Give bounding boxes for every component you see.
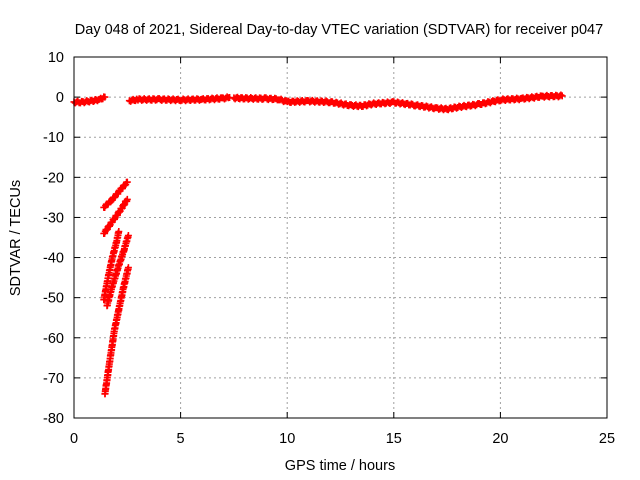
y-tick-label: -60 <box>43 331 64 347</box>
x-tick-label: 20 <box>492 431 508 447</box>
data-series-segment <box>103 232 132 310</box>
grid-lines <box>74 57 607 418</box>
x-tick-label: 15 <box>386 431 402 447</box>
y-tick-label: 10 <box>48 50 64 66</box>
x-tick-label: 10 <box>279 431 295 447</box>
data-series-segment <box>100 178 131 211</box>
y-tick-label: -70 <box>43 371 64 387</box>
y-tick-label: -10 <box>43 130 64 146</box>
plot-frame <box>73 56 608 419</box>
y-tick-label: -80 <box>43 411 64 427</box>
y-tick-label: -20 <box>43 170 64 186</box>
x-tick-label: 5 <box>177 431 185 447</box>
y-tick-label: -30 <box>43 210 64 226</box>
x-tick-label: 25 <box>599 431 615 447</box>
data-series-segment <box>100 228 123 304</box>
y-axis-label: SDTVAR / TECUs <box>8 180 24 296</box>
data-series-segment <box>101 264 132 398</box>
y-tick-label: 0 <box>56 90 64 106</box>
data-series-segment <box>100 195 131 237</box>
data-points <box>70 91 566 398</box>
y-tick-label: -40 <box>43 251 64 267</box>
x-tick-label: 0 <box>70 431 78 447</box>
y-tick-label: -50 <box>43 291 64 307</box>
chart-title: Day 048 of 2021, Sidereal Day-to-day VTE… <box>75 22 603 38</box>
data-series-segment <box>230 91 566 114</box>
tick-labels: 0 5 10 15 20 25 10 0 -10 -20 -30 -40 -50 -60 -70 -80 <box>43 50 615 447</box>
x-axis-label: GPS time / hours <box>285 458 395 474</box>
data-series-segment <box>125 93 234 105</box>
